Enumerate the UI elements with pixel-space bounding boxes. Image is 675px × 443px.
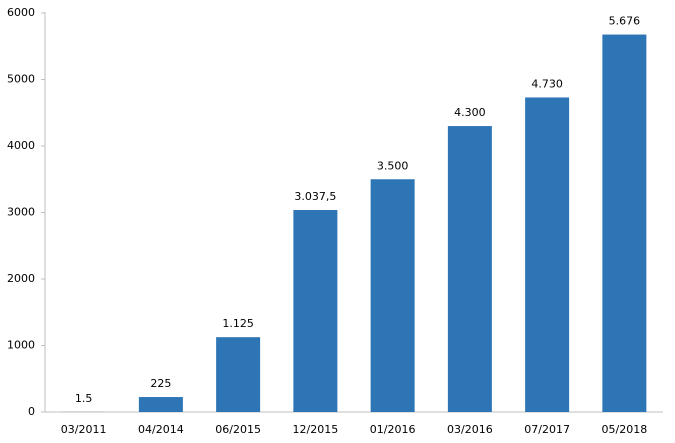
x-tick-label: 05/2018 [602, 423, 648, 436]
bar [525, 97, 570, 412]
data-label: 1.125 [222, 317, 254, 330]
data-label: 3.037,5 [294, 190, 336, 203]
y-tick-label: 2000 [7, 272, 35, 285]
bar [602, 34, 647, 413]
data-label: 5.676 [609, 15, 641, 28]
x-tick-label: 03/2011 [61, 423, 107, 436]
y-tick-label: 5000 [7, 73, 35, 86]
bar [447, 126, 492, 413]
bar [370, 179, 415, 412]
bar [293, 210, 338, 412]
y-tick-label: 1000 [7, 339, 35, 352]
data-label: 4.730 [531, 77, 563, 90]
data-label: 3.500 [377, 159, 409, 172]
bar [138, 397, 183, 412]
x-tick-label: 03/2016 [447, 423, 493, 436]
y-tick-label: 3000 [7, 206, 35, 219]
x-tick-label: 04/2014 [138, 423, 184, 436]
x-tick-label: 12/2015 [293, 423, 339, 436]
x-tick-label: 06/2015 [215, 423, 261, 436]
y-tick-label: 0 [28, 405, 35, 418]
data-label: 1.5 [75, 392, 93, 405]
x-tick-label: 01/2016 [370, 423, 416, 436]
data-label: 4.300 [454, 106, 486, 119]
data-label: 225 [150, 377, 171, 390]
y-tick-label: 6000 [7, 6, 35, 19]
bar [216, 337, 261, 412]
x-tick-label: 07/2017 [524, 423, 570, 436]
y-tick-label: 4000 [7, 139, 35, 152]
